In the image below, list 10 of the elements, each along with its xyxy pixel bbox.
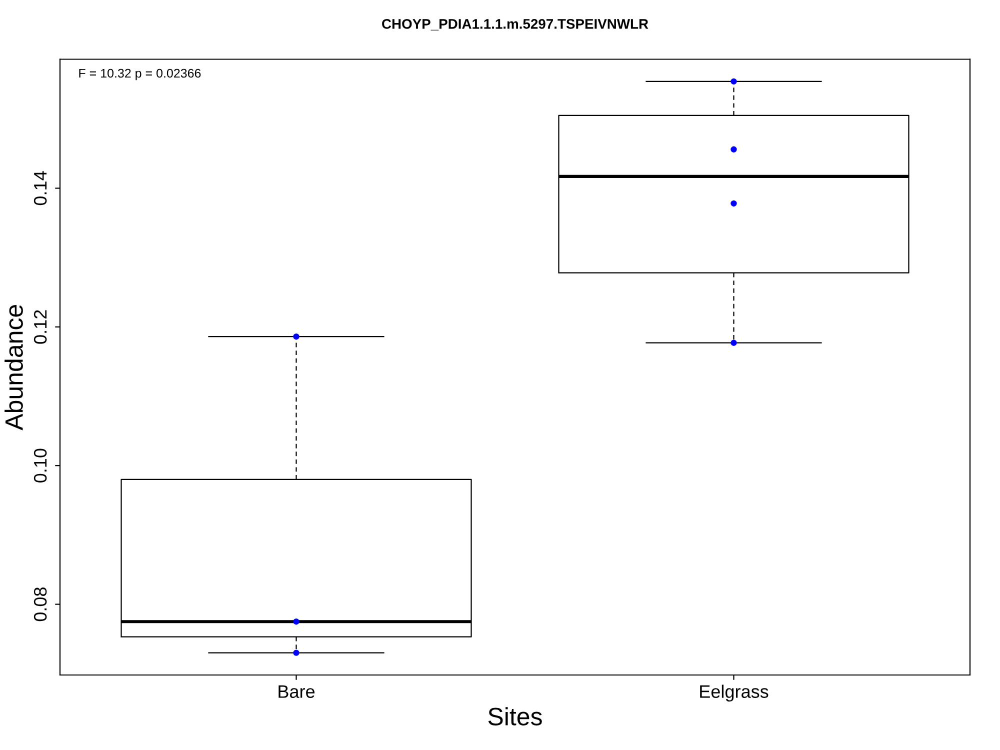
y-tick-label: 0.10 <box>34 448 47 482</box>
x-tick-label: Bare <box>278 685 315 698</box>
x-tick-label: Eelgrass <box>700 684 768 702</box>
chart-title: CHOYP_PDIA1.1.1.m.5297.TSPEIVNWLR <box>382 18 648 30</box>
x-axis-title: Sites <box>488 707 542 726</box>
y-tick-label: 0.12 <box>34 310 47 344</box>
y-tick-label: 0.08 <box>34 587 47 622</box>
y-axis-title: Abundance <box>4 304 23 430</box>
y-tick-label: 0.14 <box>34 171 47 206</box>
annotation: F = 10.32 p = 0.02366 <box>79 68 201 80</box>
